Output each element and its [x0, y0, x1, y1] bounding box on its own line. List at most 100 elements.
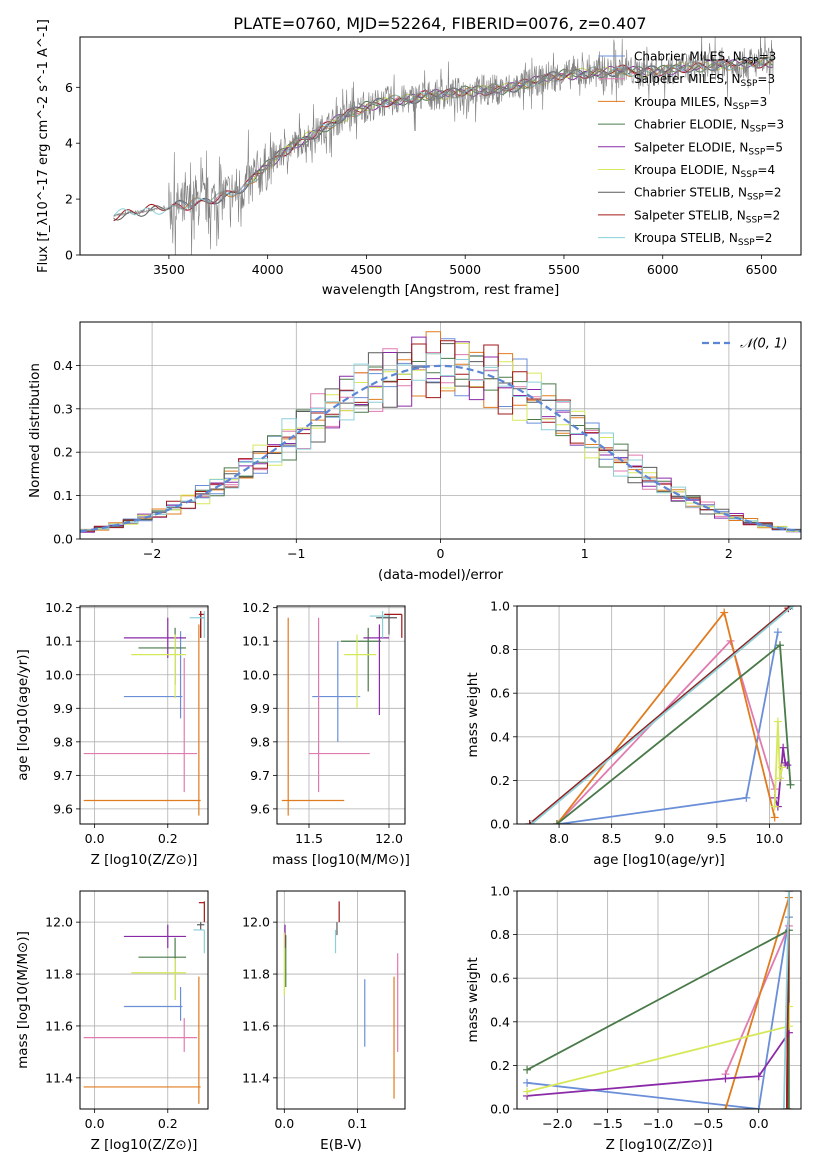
x-tick-label: 0.2	[158, 1116, 178, 1131]
legend-label-chabrier-stelib: Chabrier STELIB, NSSP=2	[634, 186, 782, 203]
x-tick-label: 0.2	[158, 831, 178, 846]
weight-line-kroupa-miles	[556, 610, 776, 824]
axes-frame	[276, 890, 406, 1110]
y-tick-label: 0.2	[490, 1058, 510, 1073]
y-tick-label: 9.6	[250, 801, 270, 816]
weight-marker-kroupa-miles	[770, 813, 779, 822]
spectrum-legend: Chabrier MILES, NSSP=3 Salpeter MILES, NS…	[598, 50, 784, 248]
plot-area-spectrum	[113, 37, 774, 255]
y-axis-label: Flux [f_λ10^-17 erg cm^-2 s^-1 A^-1]	[36, 19, 51, 273]
plot-area-age-vs-mass	[277, 606, 405, 824]
x-tick-label: 10.0	[756, 831, 784, 846]
y-tick-label: 0.4	[490, 1014, 510, 1029]
x-tick-label: 0.0	[274, 1116, 294, 1131]
y-axis-label: mass weight	[465, 957, 481, 1042]
x-tick-label: 11.5	[295, 831, 323, 846]
weight-marker-salpeter-elodie	[754, 1072, 763, 1081]
weight-marker-chabrier-miles	[742, 793, 751, 802]
weight-marker-chabrier-elodie	[523, 1065, 532, 1074]
y-tick-label: 6	[65, 80, 73, 95]
x-tick-label: 0.0	[749, 1116, 769, 1131]
y-tick-label: 0.8	[490, 642, 510, 657]
plot-area-mass-vs-Z	[80, 891, 208, 1109]
x-tick-label: 1	[581, 546, 589, 561]
y-tick-label: 0.3	[53, 401, 73, 416]
weight-marker-salpeter-stelib	[525, 820, 534, 824]
x-axis-label: mass [log10(M/M⊙)]	[272, 852, 410, 868]
panel-mass-weight-vs-age: 8.0 8.5 9.0 9.5 10.0 0.0 0.2 0.4 0.6 0.8 1.0 age [l…	[465, 599, 802, 868]
y-tick-label: 10.2	[242, 600, 270, 615]
weight-marker-chabrier-elodie	[552, 820, 561, 824]
y-tick-label: 11.4	[242, 1070, 270, 1085]
weight-line-salpeter-miles	[556, 639, 776, 824]
panel-mass-weight-vs-Z: −2.0 −1.5 −1.0 −0.5 0.0 0.0 0.2 0.4 0.6 0.8 1.0 Z […	[465, 884, 802, 1153]
y-axis-label: age [log10(age/yr)]	[15, 649, 31, 781]
plot-area-mass-vs-EBV	[277, 891, 405, 1109]
weight-line-kroupa-stelib	[783, 891, 790, 1109]
legend-label-chabrier-elodie: Chabrier ELODIE, NSSP=3	[634, 118, 784, 135]
x-tick-label: 0.0	[85, 831, 105, 846]
x-tick-label: 4500	[351, 262, 383, 277]
normal-curve	[80, 364, 801, 533]
histogram-kroupa-stelib	[80, 353, 801, 532]
residual-legend: 𝒩(0, 1)	[702, 337, 787, 352]
y-tick-label: 0.4	[490, 729, 510, 744]
legend-label-kroupa-miles: Kroupa MILES, NSSP=3	[634, 95, 767, 112]
weight-line-salpeter-stelib	[529, 607, 789, 824]
weight-marker-chabrier-elodie	[786, 780, 795, 789]
y-tick-label: 10.2	[45, 600, 73, 615]
axes-frame	[516, 605, 802, 825]
axes-frame	[516, 890, 802, 1110]
y-tick-label: 0.0	[490, 817, 510, 832]
y-tick-label: 0.4	[53, 358, 73, 373]
weight-marker-salpeter-elodie	[721, 1074, 730, 1083]
x-tick-label: 9.0	[654, 831, 674, 846]
panel-age-vs-mass: 11.5 12.0 9.6 9.7 9.8 9.9 10.0 10.1 10.2 mass [lo…	[242, 600, 410, 868]
y-tick-label: 11.8	[45, 967, 73, 982]
panel-mass-vs-Z: 0.0 0.2 11.4 11.6 11.8 12.0 Z [log10(Z/Z⊙)] mas…	[15, 890, 209, 1153]
y-tick-label: 9.8	[250, 734, 270, 749]
x-tick-label: 0.1	[348, 1116, 368, 1131]
weight-marker-kroupa-elodie	[523, 1087, 532, 1096]
y-tick-label: 0.8	[490, 927, 510, 942]
x-axis-label: Z [log10(Z/Z⊙)]	[91, 1137, 198, 1153]
weight-line-salpeter-miles	[724, 925, 790, 1075]
weight-marker-kroupa-elodie	[770, 802, 779, 811]
x-tick-label: 3500	[153, 262, 185, 277]
y-tick-label: 10.0	[242, 667, 270, 682]
x-tick-label: 0	[437, 546, 445, 561]
y-tick-label: 0.2	[53, 445, 73, 460]
y-tick-label: 4	[65, 136, 73, 151]
y-tick-label: 9.7	[53, 768, 73, 783]
weight-marker-kroupa-elodie	[775, 774, 784, 783]
weight-marker-chabrier-elodie	[784, 1105, 793, 1109]
panel-residuals: −2 −1 0 1 2 0.0 0.1 0.2 0.3 0.4 (data-model)/error…	[27, 321, 802, 583]
x-tick-label: 8.5	[602, 831, 622, 846]
plot-area-mass-weight-vs-age	[517, 606, 801, 824]
x-tick-label: 6500	[746, 262, 778, 277]
y-axis-label: Normed distribution	[27, 363, 43, 498]
y-tick-label: 10.1	[45, 634, 73, 649]
axes-frame	[79, 890, 209, 1110]
x-tick-label: 8.0	[549, 831, 569, 846]
y-tick-label: 12.0	[45, 915, 73, 930]
legend-label-salpeter-miles: Salpeter MILES, NSSP=3	[634, 72, 775, 89]
legend-label-salpeter-elodie: Salpeter ELODIE, NSSP=5	[634, 140, 783, 157]
weight-marker-kroupa-miles	[720, 608, 729, 617]
weight-marker-chabrier-miles	[773, 628, 782, 637]
y-tick-label: 12.0	[242, 915, 270, 930]
weight-marker-kroupa-miles	[721, 1105, 730, 1109]
weight-marker-salpeter-elodie	[783, 761, 792, 770]
figure-title: PLATE=0760, MJD=52264, FIBERID=0076, z=0…	[233, 14, 646, 33]
legend-label-kroupa-elodie: Kroupa ELODIE, NSSP=4	[634, 163, 775, 180]
x-tick-label: −1.0	[643, 1116, 673, 1131]
weight-marker-chabrier-miles	[523, 1078, 532, 1087]
x-axis-label: wavelength [Angstrom, rest frame]	[322, 282, 560, 298]
y-tick-label: 2	[65, 192, 73, 207]
y-tick-label: 11.6	[45, 1018, 73, 1033]
y-tick-label: 0	[65, 248, 73, 263]
legend-label-kroupa-stelib: Kroupa STELIB, NSSP=2	[634, 231, 772, 248]
legend-label-normal: 𝒩(0, 1)	[740, 337, 787, 352]
y-tick-label: 10.0	[45, 667, 73, 682]
